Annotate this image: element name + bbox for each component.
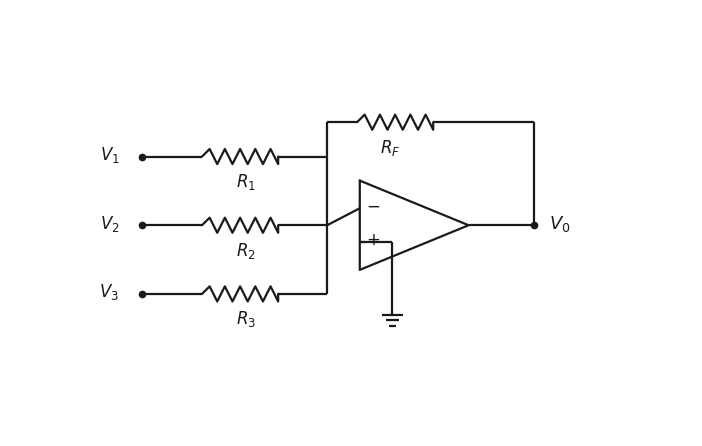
Text: $R_1$: $R_1$ — [236, 172, 256, 192]
Text: $V_0$: $V_0$ — [549, 214, 571, 234]
Text: $+$: $+$ — [366, 232, 380, 249]
Text: $R_3$: $R_3$ — [235, 310, 256, 329]
Text: $-$: $-$ — [366, 198, 380, 215]
Text: $V_3$: $V_3$ — [100, 282, 119, 302]
Text: $R_F$: $R_F$ — [380, 138, 400, 157]
Text: $R_2$: $R_2$ — [236, 241, 256, 260]
Text: $V_1$: $V_1$ — [100, 145, 119, 165]
Text: $V_2$: $V_2$ — [100, 214, 119, 234]
